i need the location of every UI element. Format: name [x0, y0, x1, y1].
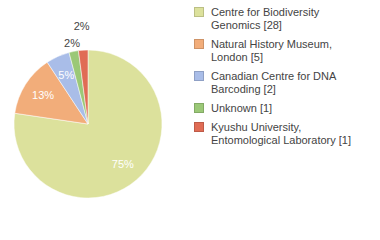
html-text:Unknown [1]: Unknown [1] — [211, 102, 273, 114]
html-text:Kyushu University, Entomologic: Kyushu University, Entomological Laborat… — [211, 121, 351, 146]
html-text:Canadian Centre for DNA Barcod: Canadian Centre for DNA Barcoding [2] — [211, 70, 336, 95]
html-text:Centre for Biodiversity Genomi: Centre for Biodiversity Genomics [28] — [211, 6, 320, 31]
svg-text:2%: 2% — [64, 37, 80, 49]
svg-text:75%: 75% — [112, 158, 134, 170]
svg-text:13%: 13% — [32, 89, 54, 101]
html-text:Natural History Museum, London: Natural History Museum, London [5] — [211, 38, 332, 63]
svg-text:5%: 5% — [58, 69, 74, 81]
svg-text:2%: 2% — [74, 20, 90, 32]
